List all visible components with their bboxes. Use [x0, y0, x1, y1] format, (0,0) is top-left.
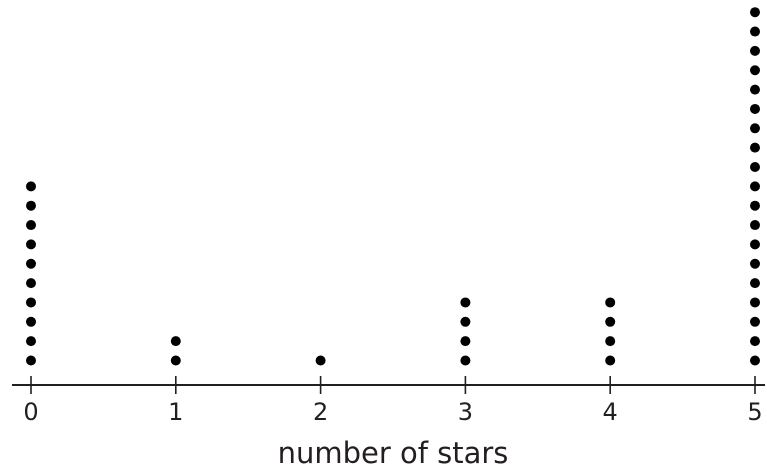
dot-x0-5 [26, 278, 36, 289]
dot-x5-15 [750, 84, 760, 95]
dot-x5-17 [750, 45, 760, 56]
dot-x3-2 [460, 336, 471, 347]
x-tick-label-5: 5 [747, 398, 762, 426]
x-axis-tick-labels: 0 1 2 3 4 5 [23, 398, 762, 426]
dot-x5-16 [750, 65, 760, 76]
x-tick-label-0: 0 [23, 398, 38, 426]
dot-x4-1 [605, 355, 616, 366]
dot-x2-1 [315, 355, 326, 366]
dot-x1-1 [170, 355, 181, 366]
dot-x5-13 [750, 123, 760, 134]
dot-x5-2 [750, 336, 760, 347]
x-axis-ticks [30, 376, 756, 394]
dot-x4-2 [605, 336, 616, 347]
dot-x3-4 [460, 297, 471, 308]
dot-x5-5 [750, 278, 760, 289]
dot-x0-3 [26, 316, 36, 327]
dot-x0-1 [26, 355, 36, 366]
x-tick-label-2: 2 [313, 398, 328, 426]
dot-x3-3 [460, 316, 471, 327]
dot-x0-2 [26, 336, 36, 347]
dot-x5-3 [750, 316, 760, 327]
dot-x5-4 [750, 297, 760, 308]
dot-x5-10 [750, 181, 760, 192]
dot-x5-1 [750, 355, 760, 366]
dot-x5-19 [750, 7, 760, 18]
data-dots [26, 7, 760, 366]
dot-x0-4 [26, 297, 36, 308]
dot-x5-14 [750, 103, 760, 114]
dot-x0-9 [26, 200, 36, 211]
dot-x5-8 [750, 220, 760, 231]
dot-x4-3 [605, 316, 616, 327]
dot-x0-8 [26, 220, 36, 231]
dot-x5-7 [750, 239, 760, 250]
x-tick-label-4: 4 [603, 398, 618, 426]
x-tick-label-3: 3 [458, 398, 473, 426]
dot-x0-10 [26, 181, 36, 192]
dot-x0-7 [26, 239, 36, 250]
dot-x5-11 [750, 162, 760, 172]
dot-x3-1 [460, 355, 471, 366]
dot-x5-12 [750, 142, 760, 153]
dot-x4-4 [605, 297, 616, 308]
dot-x1-2 [170, 336, 181, 347]
x-tick-label-1: 1 [168, 398, 183, 426]
dot-x5-18 [750, 26, 760, 37]
dot-x5-6 [750, 258, 760, 269]
x-axis-label: number of stars [278, 436, 509, 467]
dot-x0-6 [26, 258, 36, 269]
dot-x5-9 [750, 200, 760, 211]
